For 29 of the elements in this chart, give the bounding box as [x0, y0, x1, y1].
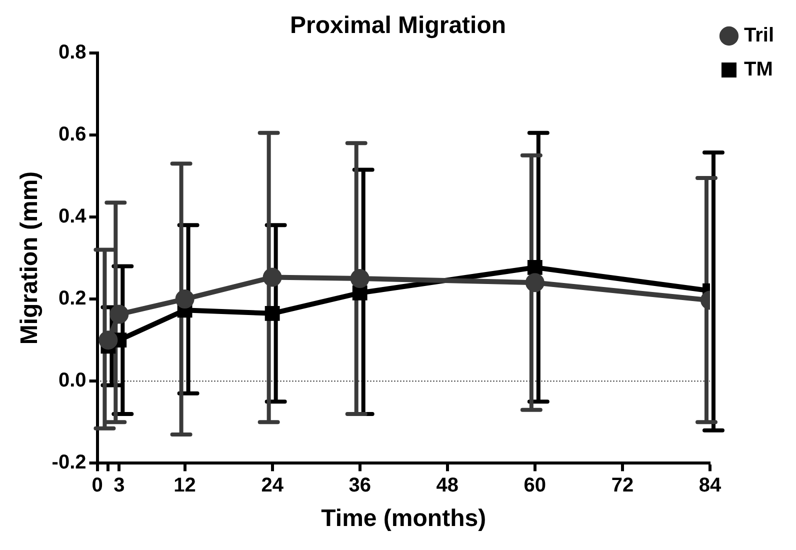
chart-title: Proximal Migration [290, 12, 506, 40]
x-tick-label: 12 [174, 474, 196, 497]
y-tick-label: 0.2 [58, 288, 86, 310]
legend-label: TM [744, 58, 773, 81]
point [350, 269, 370, 288]
y-axis-title: Migration (mm) [16, 171, 44, 345]
point [264, 306, 280, 321]
x-tick-label: 48 [436, 474, 459, 497]
point [262, 268, 282, 287]
y-tick-label: 0.0 [58, 370, 86, 392]
legend-label: Tril [744, 24, 774, 47]
y-tick-label: 0.8 [58, 41, 86, 64]
point [352, 285, 368, 300]
y-tick-label: 0.6 [58, 123, 86, 146]
x-tick-label: 3 [114, 474, 125, 497]
x-tick-label: 60 [524, 474, 546, 497]
y-tick-label: -0.2 [52, 452, 86, 474]
point [110, 304, 129, 324]
point [527, 260, 542, 275]
point [175, 290, 194, 309]
point [525, 273, 544, 292]
x-tick-label: 84 [698, 474, 722, 497]
x-tick-label: 24 [261, 474, 284, 497]
y-tick-label: 0.4 [58, 205, 88, 228]
x-tick-label: 36 [348, 474, 371, 497]
point [98, 330, 118, 350]
x-axis-title: Time (months) [321, 505, 486, 532]
x-tick-label: 72 [611, 474, 634, 497]
x-tick-label: 0 [92, 474, 103, 497]
